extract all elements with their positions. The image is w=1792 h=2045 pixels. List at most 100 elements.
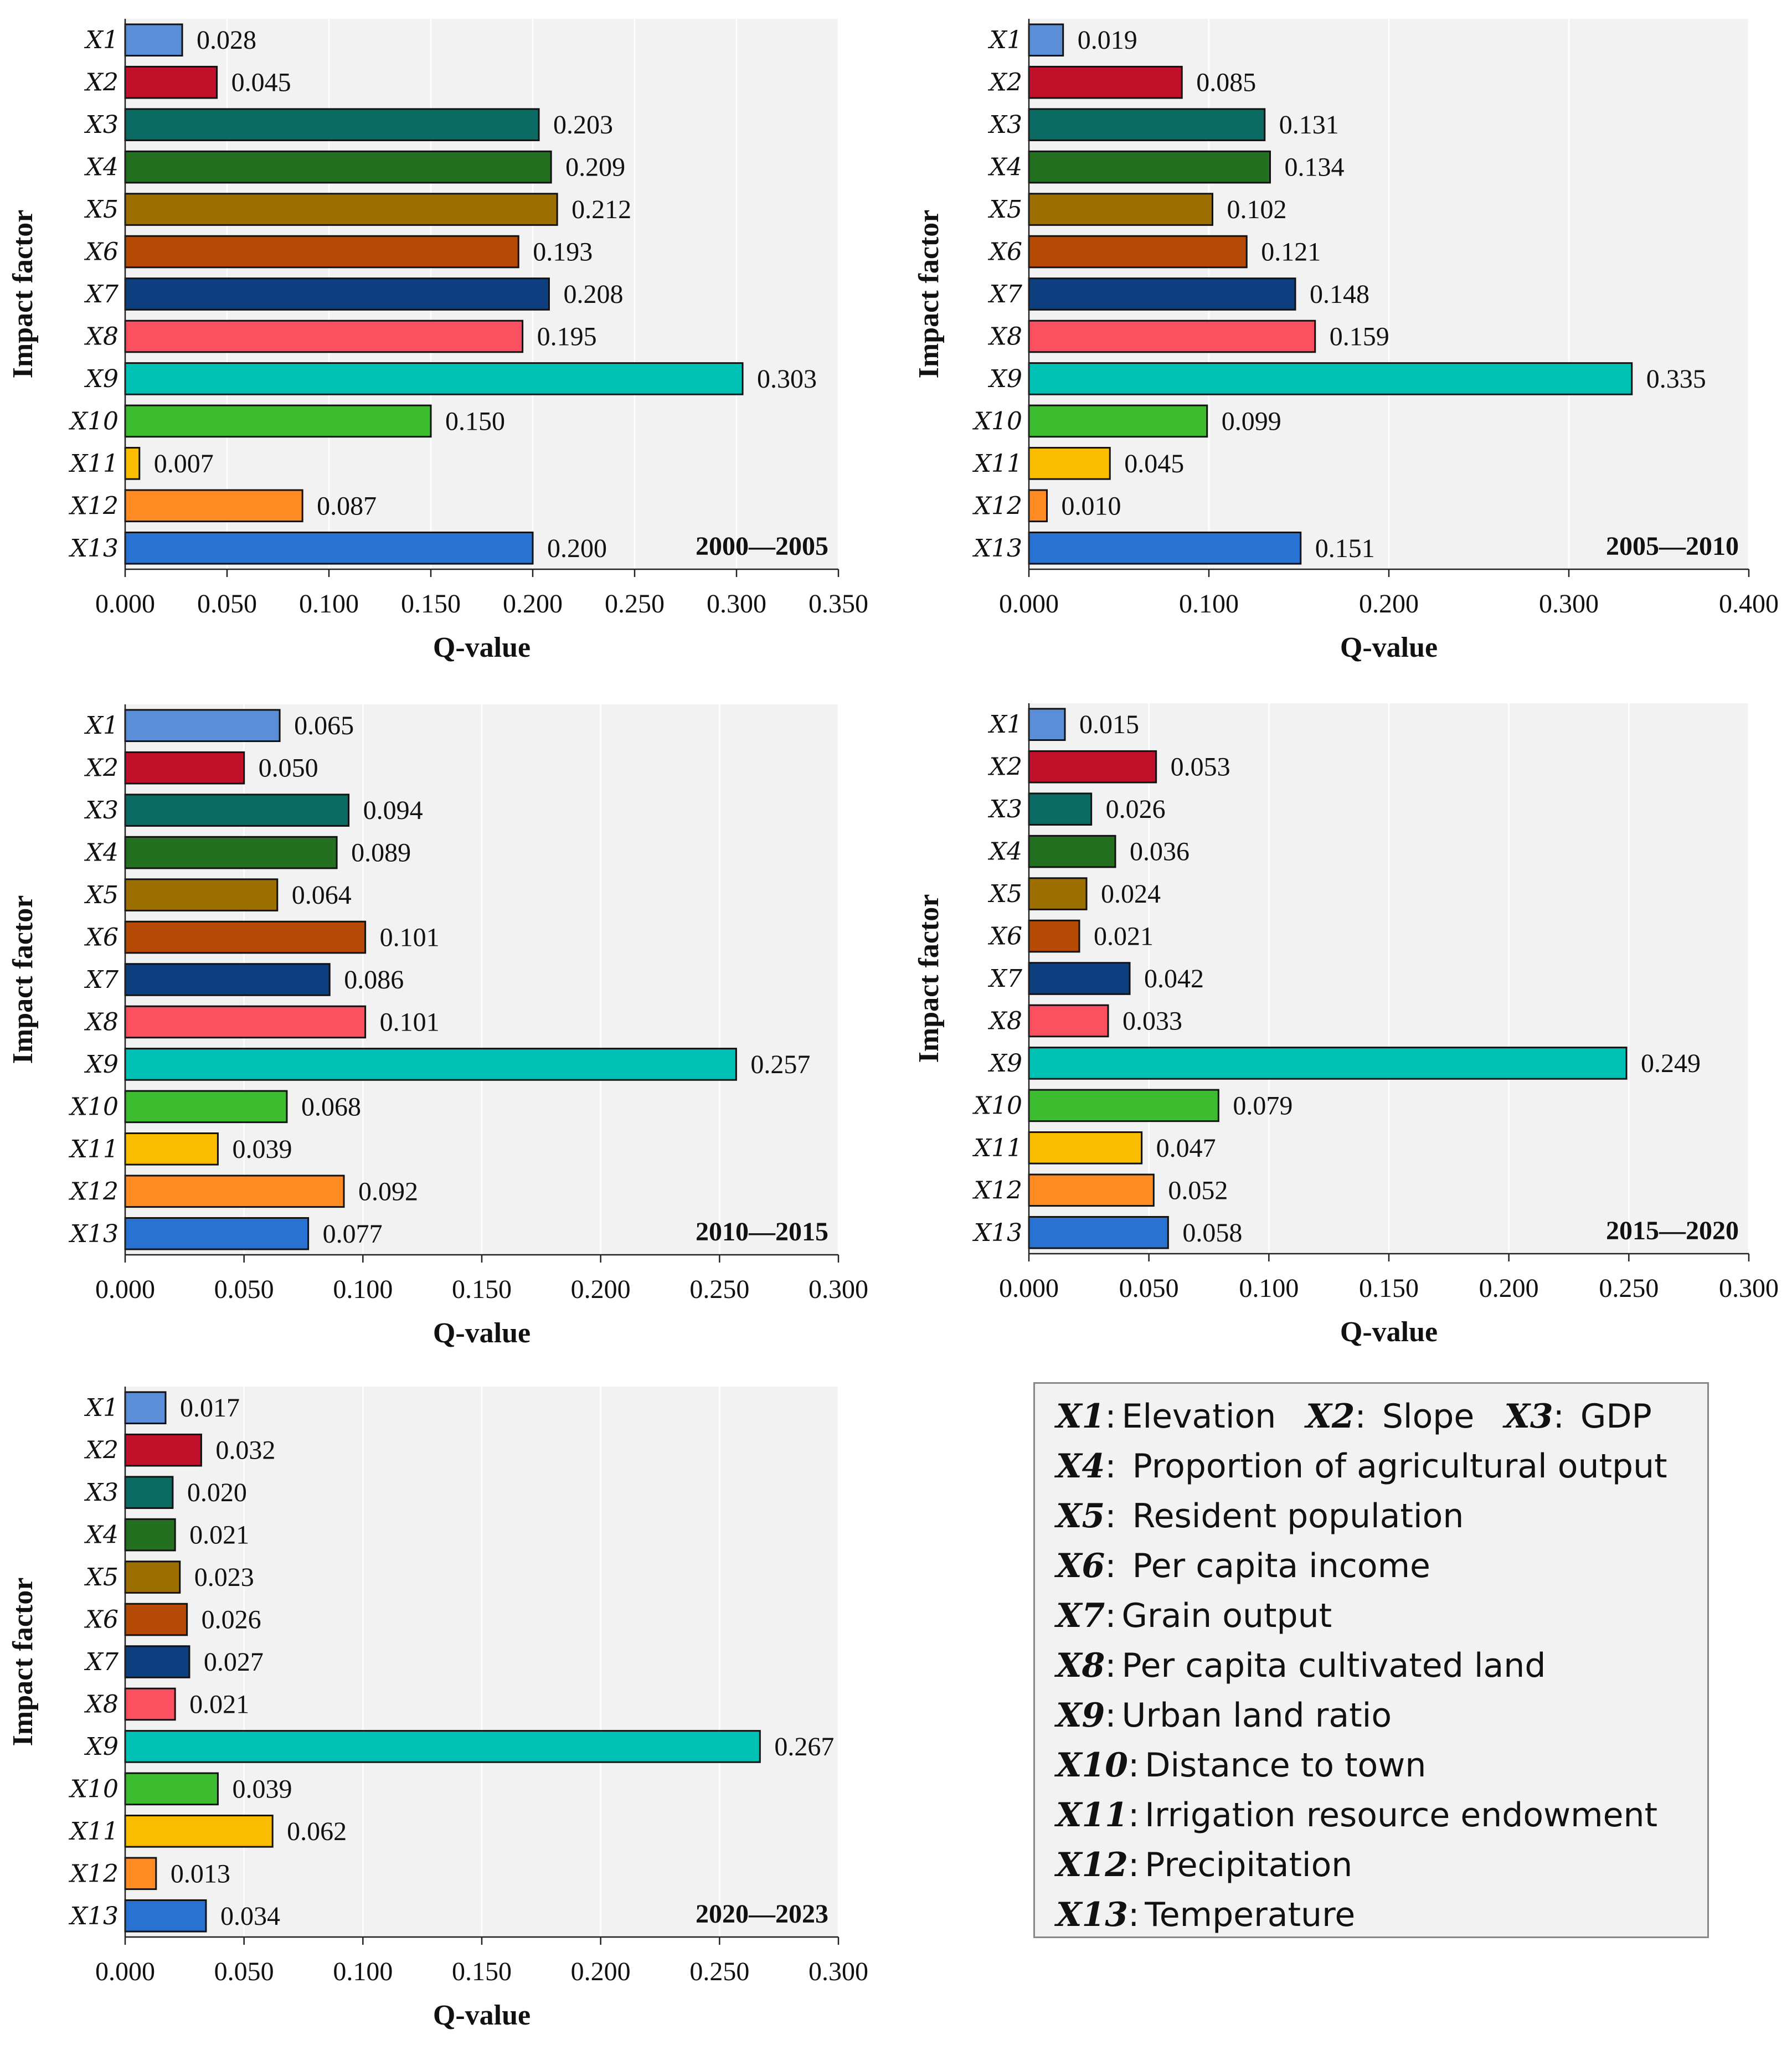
- data-label: 0.212: [571, 195, 631, 224]
- category-label: X11: [69, 1135, 119, 1163]
- legend-line: X1: Elevation X2: Slope X3: GDP: [1056, 1392, 1707, 1441]
- data-label: 0.249: [1641, 1049, 1701, 1078]
- chart-svg: 0.015 X1 0.053 X2 0.026 X3 0.036 X4 0.024 X5 0.021…: [913, 703, 1779, 1348]
- bar-x2: [124, 1433, 202, 1467]
- x-tick-label: 0.050: [197, 589, 257, 619]
- data-label: 0.033: [1122, 1006, 1182, 1036]
- bar-x8: [1028, 320, 1316, 353]
- chart-svg: 0.028 X1 0.045 X2 0.203 X3 0.209 X4 0.212 X5 0.193…: [7, 19, 868, 663]
- data-label: 0.021: [1094, 922, 1154, 951]
- x-tick-label: 0.150: [1359, 1274, 1419, 1303]
- x-tick-label: 0.300: [809, 1275, 868, 1304]
- data-label: 0.064: [292, 880, 352, 910]
- category-label: X4: [988, 153, 1022, 182]
- data-label: 0.094: [363, 796, 423, 825]
- legend-key-x9: X9: [1056, 1696, 1105, 1735]
- category-label: X5: [988, 195, 1022, 224]
- category-label: X7: [84, 1648, 119, 1676]
- legend-key-x5: X5: [1056, 1497, 1105, 1536]
- legend-colon: :: [1105, 1397, 1116, 1436]
- legend-line: X5: Resident population: [1056, 1491, 1707, 1541]
- legend-text: Per capita income: [1121, 1547, 1430, 1585]
- category-label: X8: [84, 1690, 119, 1718]
- bar-x2: [1028, 65, 1183, 99]
- category-label: X12: [69, 1177, 119, 1206]
- x-tick-label: 0.050: [214, 1957, 274, 1986]
- data-label: 0.065: [294, 711, 354, 740]
- legend-key-x4: X4: [1056, 1447, 1105, 1486]
- data-label: 0.101: [380, 923, 440, 952]
- legend-key-x6: X6: [1056, 1547, 1105, 1585]
- x-tick-label: 0.300: [1719, 1274, 1779, 1303]
- category-label: X13: [69, 1220, 119, 1248]
- y-axis-title: Impact factor: [7, 1578, 39, 1747]
- data-label: 0.017: [180, 1393, 240, 1423]
- bar-x3: [124, 108, 540, 141]
- category-label: X10: [972, 1091, 1022, 1120]
- x-tick-label: 0.200: [1479, 1274, 1539, 1303]
- x-tick-label: 0.250: [689, 1275, 749, 1304]
- data-label: 0.020: [187, 1478, 247, 1507]
- chart-2020-2023: 0.017 X1 0.032 X2 0.020 X3 0.021 X4 0.023 X5 0.026…: [0, 1368, 896, 2045]
- legend-colon: :: [1355, 1397, 1366, 1436]
- bar-x4: [124, 1518, 176, 1552]
- bar-x8: [124, 1005, 367, 1039]
- category-label: X10: [69, 1093, 119, 1121]
- legend-text: Per capita cultivated land: [1121, 1646, 1546, 1685]
- y-axis-title: Impact factor: [7, 210, 39, 379]
- data-label: 0.023: [194, 1563, 254, 1592]
- category-label: X7: [84, 966, 119, 994]
- category-label: X10: [69, 407, 119, 435]
- data-label: 0.200: [547, 534, 607, 563]
- data-label: 0.102: [1227, 195, 1287, 224]
- category-label: X4: [84, 1521, 119, 1549]
- x-tick-label: 0.400: [1719, 589, 1779, 619]
- chart-svg: 0.065 X1 0.050 X2 0.094 X3 0.089 X4 0.064 X5 0.101…: [7, 704, 868, 1349]
- bar-x11: [124, 447, 141, 480]
- category-label: X1: [84, 26, 119, 54]
- category-label: X9: [84, 1733, 119, 1761]
- category-label: X4: [84, 839, 119, 867]
- bar-x5: [124, 193, 558, 226]
- x-tick-label: 0.000: [95, 589, 155, 619]
- bar-x11: [1028, 1131, 1143, 1165]
- bar-x7: [124, 963, 331, 996]
- x-tick-label: 0.000: [95, 1957, 155, 1986]
- chart-2010-2015: 0.065 X1 0.050 X2 0.094 X3 0.089 X4 0.064 X5 0.101…: [0, 683, 896, 1359]
- data-label: 0.303: [757, 364, 817, 394]
- legend-key-x2: X2: [1306, 1397, 1355, 1436]
- x-tick-label: 0.150: [452, 1957, 512, 1986]
- category-label: X3: [84, 796, 119, 825]
- data-label: 0.058: [1182, 1218, 1242, 1248]
- legend-colon: :: [1105, 1646, 1116, 1685]
- chart-2000-2005: 0.028 X1 0.045 X2 0.203 X3 0.209 X4 0.212 X5 0.193…: [0, 0, 896, 676]
- category-label: X10: [69, 1775, 119, 1803]
- data-label: 0.101: [380, 1007, 440, 1037]
- legend-colon: :: [1105, 1447, 1116, 1486]
- bar-x10: [124, 404, 432, 438]
- legend-colon: :: [1128, 1746, 1140, 1785]
- data-label: 0.099: [1222, 406, 1281, 436]
- bar-x12: [1028, 1173, 1155, 1207]
- bar-x7: [1028, 277, 1296, 311]
- data-label: 0.013: [171, 1859, 230, 1888]
- x-tick-label: 0.100: [1179, 589, 1239, 619]
- bar-x7: [124, 1645, 190, 1678]
- bar-x5: [1028, 193, 1213, 226]
- category-label: X8: [988, 322, 1022, 351]
- bar-x4: [1028, 835, 1116, 868]
- category-label: X5: [84, 1563, 119, 1591]
- factor-legend: X1: Elevation X2: Slope X3: GDP X4: Proporti…: [1033, 1382, 1709, 1938]
- bar-x13: [124, 531, 534, 565]
- data-label: 0.203: [553, 110, 613, 140]
- category-label: X11: [972, 450, 1022, 478]
- category-label: X1: [84, 712, 119, 740]
- bar-x6: [1028, 919, 1080, 953]
- data-label: 0.257: [750, 1050, 810, 1079]
- legend-text: Urban land ratio: [1121, 1696, 1392, 1735]
- category-label: X9: [988, 365, 1022, 393]
- data-label: 0.150: [445, 406, 505, 436]
- category-label: X3: [84, 111, 119, 139]
- bar-x9: [124, 362, 744, 395]
- data-label: 0.092: [358, 1177, 418, 1206]
